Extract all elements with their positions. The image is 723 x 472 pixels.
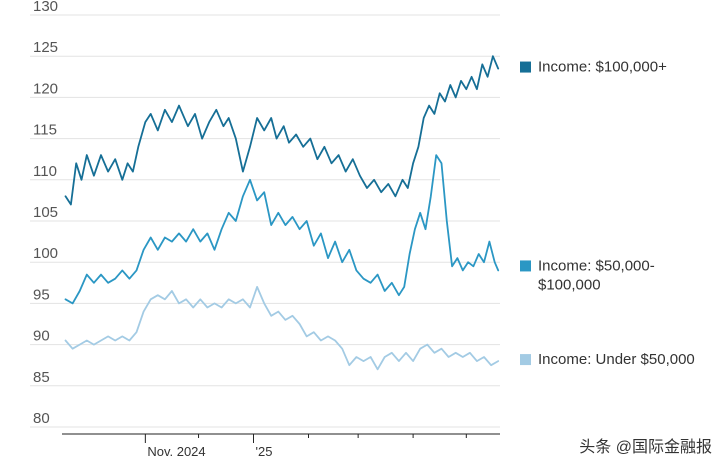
y-tick-label-85: 85 [33, 369, 50, 386]
y-tick-label-115: 115 [33, 122, 57, 139]
x-tick-label-0: Nov. 2024 [147, 444, 205, 459]
y-tick-label-105: 105 [33, 204, 58, 221]
series-line-2 [64, 285, 500, 371]
y-tick-label-90: 90 [33, 328, 50, 345]
series-lines [64, 55, 500, 371]
legend-label-1-1: $100,000 [538, 276, 601, 293]
legend-label-0-0: Income: $100,000+ [538, 59, 667, 76]
x-axis: Nov. 2024 '25 [62, 433, 500, 459]
y-axis-tick-labels: 80 85 90 95 100 105 110 115 120 125 130 [33, 0, 58, 427]
y-tick-label-100: 100 [33, 245, 58, 262]
y-tick-label-125: 125 [33, 39, 58, 56]
legend-swatch-0 [520, 61, 531, 73]
series-line-0 [64, 55, 500, 206]
series-line-1 [64, 154, 500, 305]
legend-swatch-1 [520, 260, 531, 272]
legend: Income: $100,000+ Income: $50,000- $100,00… [520, 59, 695, 368]
y-tick-label-80: 80 [33, 410, 50, 427]
legend-label-2-0: Income: Under $50,000 [538, 351, 695, 368]
legend-label-1-0: Income: $50,000- [538, 257, 655, 274]
y-tick-label-95: 95 [33, 286, 50, 303]
y-tick-label-110: 110 [33, 163, 57, 180]
y-tick-label-130: 130 [33, 0, 58, 15]
gridlines [30, 14, 500, 428]
y-tick-label-120: 120 [33, 80, 58, 97]
x-tick-label-1: '25 [256, 444, 273, 459]
legend-swatch-2 [520, 354, 531, 366]
